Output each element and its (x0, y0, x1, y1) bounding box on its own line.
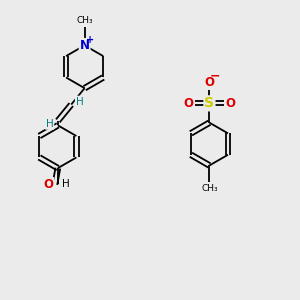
Text: O: O (225, 97, 235, 110)
Text: H: H (76, 97, 83, 106)
Text: O: O (184, 97, 194, 110)
Text: H: H (62, 179, 70, 190)
Text: CH₃: CH₃ (201, 184, 218, 193)
Text: H: H (46, 119, 53, 129)
Text: N: N (80, 39, 90, 52)
Text: S: S (204, 96, 214, 110)
Text: −: − (210, 69, 220, 82)
Text: O: O (43, 178, 53, 191)
Text: O: O (204, 76, 214, 89)
Text: +: + (86, 35, 94, 45)
Text: CH₃: CH₃ (76, 16, 93, 25)
